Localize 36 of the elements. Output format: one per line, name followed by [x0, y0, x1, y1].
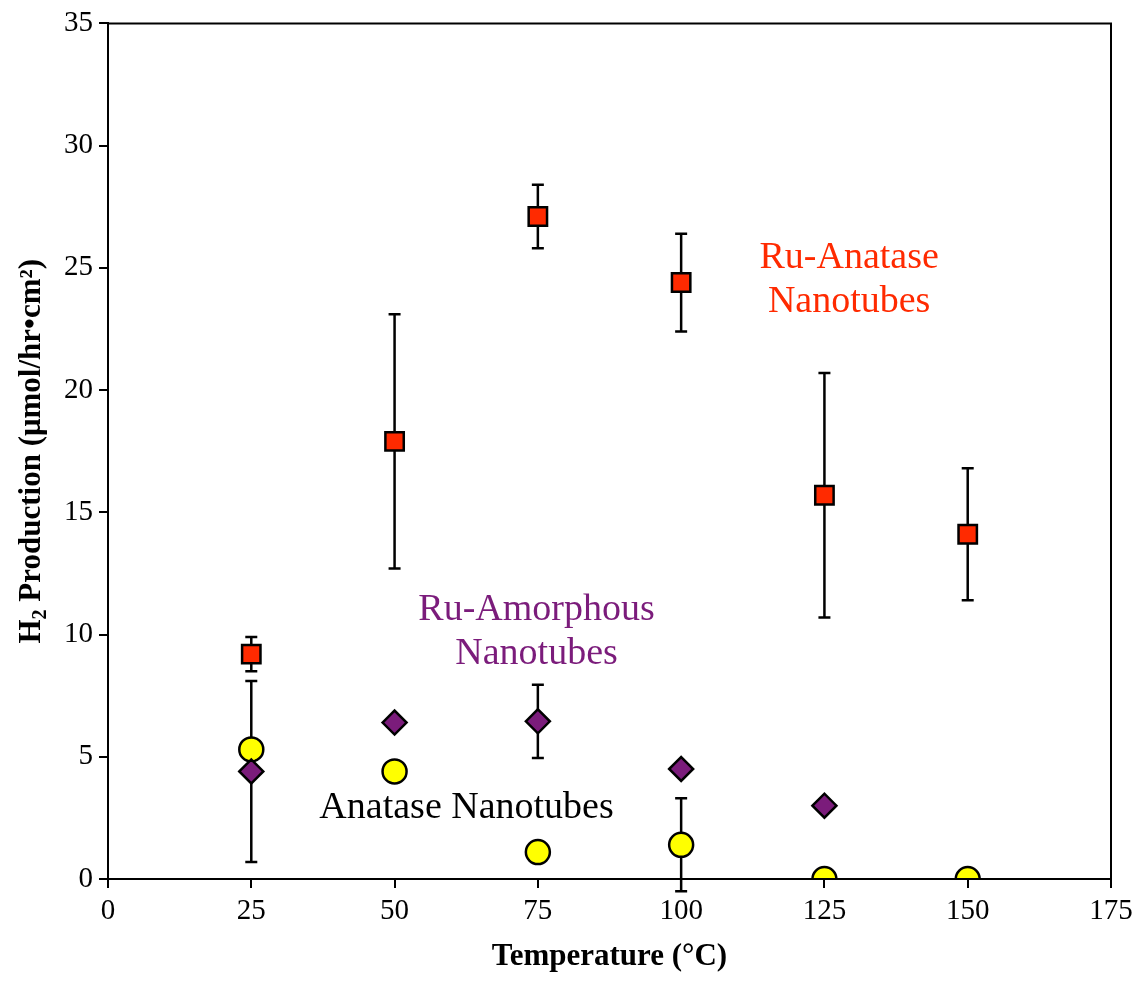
x-tick-label: 175: [1089, 893, 1133, 926]
series-label: Anatase Nanotubes: [319, 784, 614, 827]
x-tick-label: 25: [236, 893, 266, 926]
y-axis-title: H2 Production (μmol/hr•cm²): [12, 258, 51, 644]
y-tick-label: 10: [64, 616, 93, 649]
y-tick-label: 15: [64, 493, 93, 526]
x-tick-label: 125: [802, 893, 847, 926]
x-tick-label: 0: [100, 893, 116, 926]
point: [813, 484, 835, 506]
point: [238, 736, 265, 763]
point: [667, 755, 695, 783]
x-tick-label: 50: [380, 893, 410, 926]
point: [527, 206, 549, 227]
y-tick-label: 20: [64, 371, 93, 404]
y-tick-label: 0: [78, 860, 93, 893]
point: [381, 758, 408, 785]
y-tick-label: 30: [64, 127, 93, 160]
series-label: Ru-Anatase Nanotubes: [759, 233, 939, 320]
x-axis-title: Temperature (°C): [491, 937, 728, 973]
y-tick-label: 5: [78, 738, 93, 771]
point: [384, 430, 406, 452]
y-tick-label: 25: [64, 249, 93, 282]
x-tick-label: 100: [659, 893, 703, 926]
series-label: Ru-Amorphous Nanotubes: [418, 585, 655, 672]
point: [240, 643, 262, 665]
x-tick-label: 150: [945, 893, 990, 926]
point: [524, 708, 552, 735]
point: [524, 838, 552, 866]
y-tick-label: 35: [64, 5, 93, 38]
point: [957, 523, 979, 545]
point: [238, 758, 265, 785]
point: [670, 272, 692, 293]
x-tick-label: 75: [523, 893, 553, 926]
point: [811, 792, 838, 819]
point: [667, 831, 695, 859]
point: [381, 709, 408, 736]
